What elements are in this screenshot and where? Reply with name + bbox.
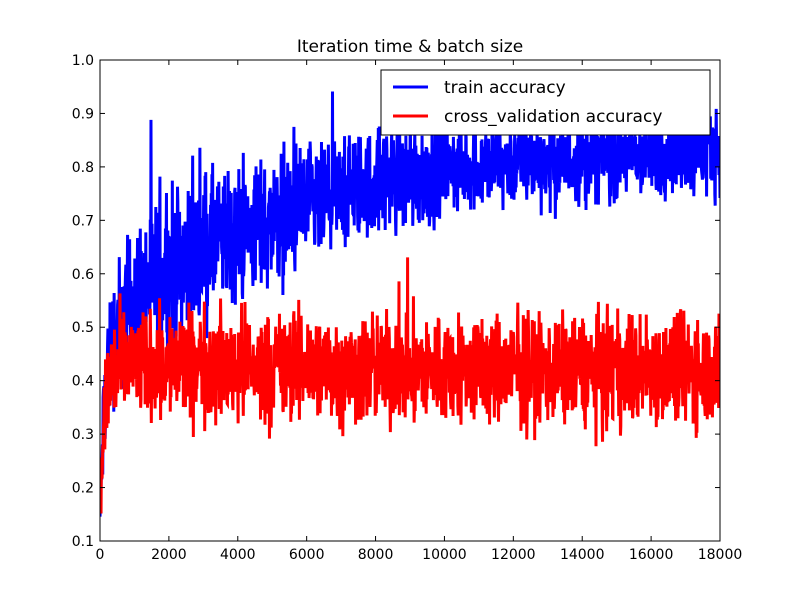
y-tick-label: 0.8 xyxy=(72,160,94,176)
series-line-train-accuracy xyxy=(100,91,720,517)
y-tick-label: 0.4 xyxy=(72,374,94,390)
legend-box xyxy=(380,69,711,136)
plot-frame xyxy=(99,59,721,542)
x-tick-label: 18000 xyxy=(698,547,743,563)
ticks-layer: 0 2000 4000 6000 8000 10000 12000 14000 16000 180… xyxy=(72,53,743,563)
y-tick-label: 1.0 xyxy=(72,53,94,69)
x-tick-label: 6000 xyxy=(289,547,325,563)
y-tick-label: 0.5 xyxy=(72,320,94,336)
x-tick-label: 8000 xyxy=(358,547,394,563)
y-tick-label: 0.1 xyxy=(72,534,94,550)
x-tick-label: 4000 xyxy=(220,547,256,563)
y-tick-label: 0.6 xyxy=(72,267,94,283)
x-tick-label: 16000 xyxy=(629,547,674,563)
legend-label-train: train accuracy xyxy=(444,78,566,98)
x-tick-label: 2000 xyxy=(151,547,187,563)
y-tick-label: 0.3 xyxy=(72,427,94,443)
y-tick-label: 0.9 xyxy=(72,106,94,122)
series-line-cross-validation-accuracy xyxy=(100,257,720,514)
x-tick-label: 14000 xyxy=(560,547,605,563)
x-tick-label: 10000 xyxy=(422,547,467,563)
x-tick-label: 12000 xyxy=(491,547,536,563)
legend: train accuracy cross_validation accuracy xyxy=(380,69,711,136)
x-tick-label: 0 xyxy=(96,547,105,563)
y-tick-label: 0.2 xyxy=(72,481,94,497)
legend-label-cv: cross_validation accuracy xyxy=(444,107,662,127)
series-layer xyxy=(100,91,720,517)
y-tick-label: 0.7 xyxy=(72,213,94,229)
chart-title: Iteration time & batch size xyxy=(297,37,523,57)
